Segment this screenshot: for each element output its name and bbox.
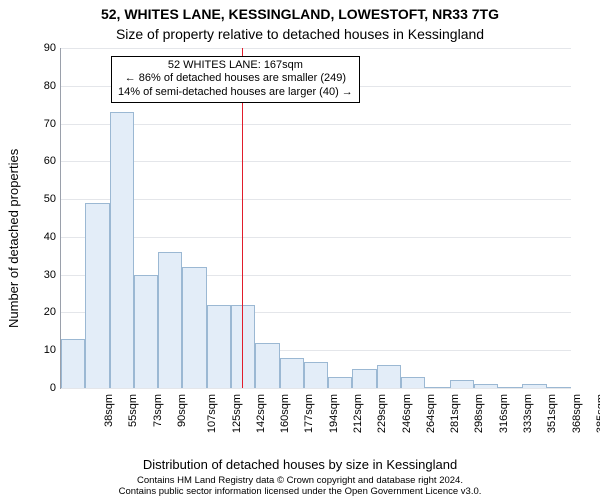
x-tick-label: 90sqm — [176, 394, 188, 427]
x-tick-label: 107sqm — [206, 394, 218, 433]
histogram-bar — [522, 384, 546, 388]
gridline — [61, 161, 571, 162]
x-tick-label: 264sqm — [425, 394, 437, 433]
histogram-bar — [85, 203, 109, 388]
y-tick-label: 80 — [26, 80, 56, 92]
histogram-bar — [61, 339, 85, 388]
histogram-bar — [280, 358, 304, 388]
annotation-line: 14% of semi-detached houses are larger (… — [118, 86, 353, 100]
histogram-bar — [134, 275, 158, 388]
histogram-bar — [231, 305, 255, 388]
histogram-bar — [474, 384, 498, 388]
x-tick-label: 229sqm — [376, 394, 388, 433]
y-tick-label: 70 — [26, 118, 56, 130]
gridline — [61, 124, 571, 125]
y-tick-label: 60 — [26, 155, 56, 167]
y-axis-label: Number of detached properties — [6, 149, 21, 328]
x-tick-label: 160sqm — [279, 394, 291, 433]
gridline — [61, 48, 571, 49]
y-tick-label: 90 — [26, 42, 56, 54]
x-tick-label: 246sqm — [401, 394, 413, 433]
x-tick-label: 142sqm — [255, 394, 267, 433]
x-tick-label: 333sqm — [522, 394, 534, 433]
x-tick-label: 385sqm — [595, 394, 600, 433]
y-tick-label: 30 — [26, 269, 56, 281]
x-tick-label: 212sqm — [352, 394, 364, 433]
annotation-line: 52 WHITES LANE: 167sqm — [118, 59, 353, 73]
histogram-bar — [547, 387, 571, 388]
x-tick-label: 368sqm — [571, 394, 583, 433]
footer-line-2: Contains public sector information licen… — [0, 487, 600, 498]
histogram-bar — [158, 252, 182, 388]
gridline — [61, 237, 571, 238]
y-tick-label: 10 — [26, 344, 56, 356]
x-tick-label: 298sqm — [474, 394, 486, 433]
y-tick-label: 0 — [26, 382, 56, 394]
x-tick-label: 125sqm — [231, 394, 243, 433]
footer-attribution: Contains HM Land Registry data © Crown c… — [0, 476, 600, 498]
chart-title-subtitle: Size of property relative to detached ho… — [0, 26, 600, 42]
annotation-line: ← 86% of detached houses are smaller (24… — [118, 72, 353, 86]
histogram-bar — [352, 369, 376, 388]
x-tick-label: 281sqm — [449, 394, 461, 433]
histogram-bar — [401, 377, 425, 388]
y-tick-label: 50 — [26, 193, 56, 205]
histogram-bar — [182, 267, 206, 388]
histogram-bar — [207, 305, 231, 388]
x-axis-label: Distribution of detached houses by size … — [0, 457, 600, 472]
histogram-bar — [425, 387, 449, 388]
y-tick-label: 20 — [26, 306, 56, 318]
histogram-bar — [304, 362, 328, 388]
histogram-bar — [328, 377, 352, 388]
histogram-bar — [450, 380, 474, 388]
x-tick-label: 351sqm — [546, 394, 558, 433]
x-tick-label: 55sqm — [127, 394, 139, 427]
x-tick-label: 316sqm — [498, 394, 510, 433]
histogram-bar — [255, 343, 279, 388]
chart-title-address: 52, WHITES LANE, KESSINGLAND, LOWESTOFT,… — [0, 6, 600, 22]
x-tick-label: 194sqm — [328, 394, 340, 433]
y-tick-label: 40 — [26, 231, 56, 243]
x-tick-label: 38sqm — [103, 394, 115, 427]
chart-container: { "chart": { "type": "histogram", "title… — [0, 0, 600, 500]
annotation-box: 52 WHITES LANE: 167sqm← 86% of detached … — [111, 56, 360, 103]
histogram-bar — [498, 387, 522, 388]
histogram-bar — [377, 365, 401, 388]
histogram-bar — [110, 112, 134, 388]
x-tick-label: 177sqm — [304, 394, 316, 433]
x-tick-label: 73sqm — [152, 394, 164, 427]
gridline — [61, 199, 571, 200]
gridline — [61, 388, 571, 389]
